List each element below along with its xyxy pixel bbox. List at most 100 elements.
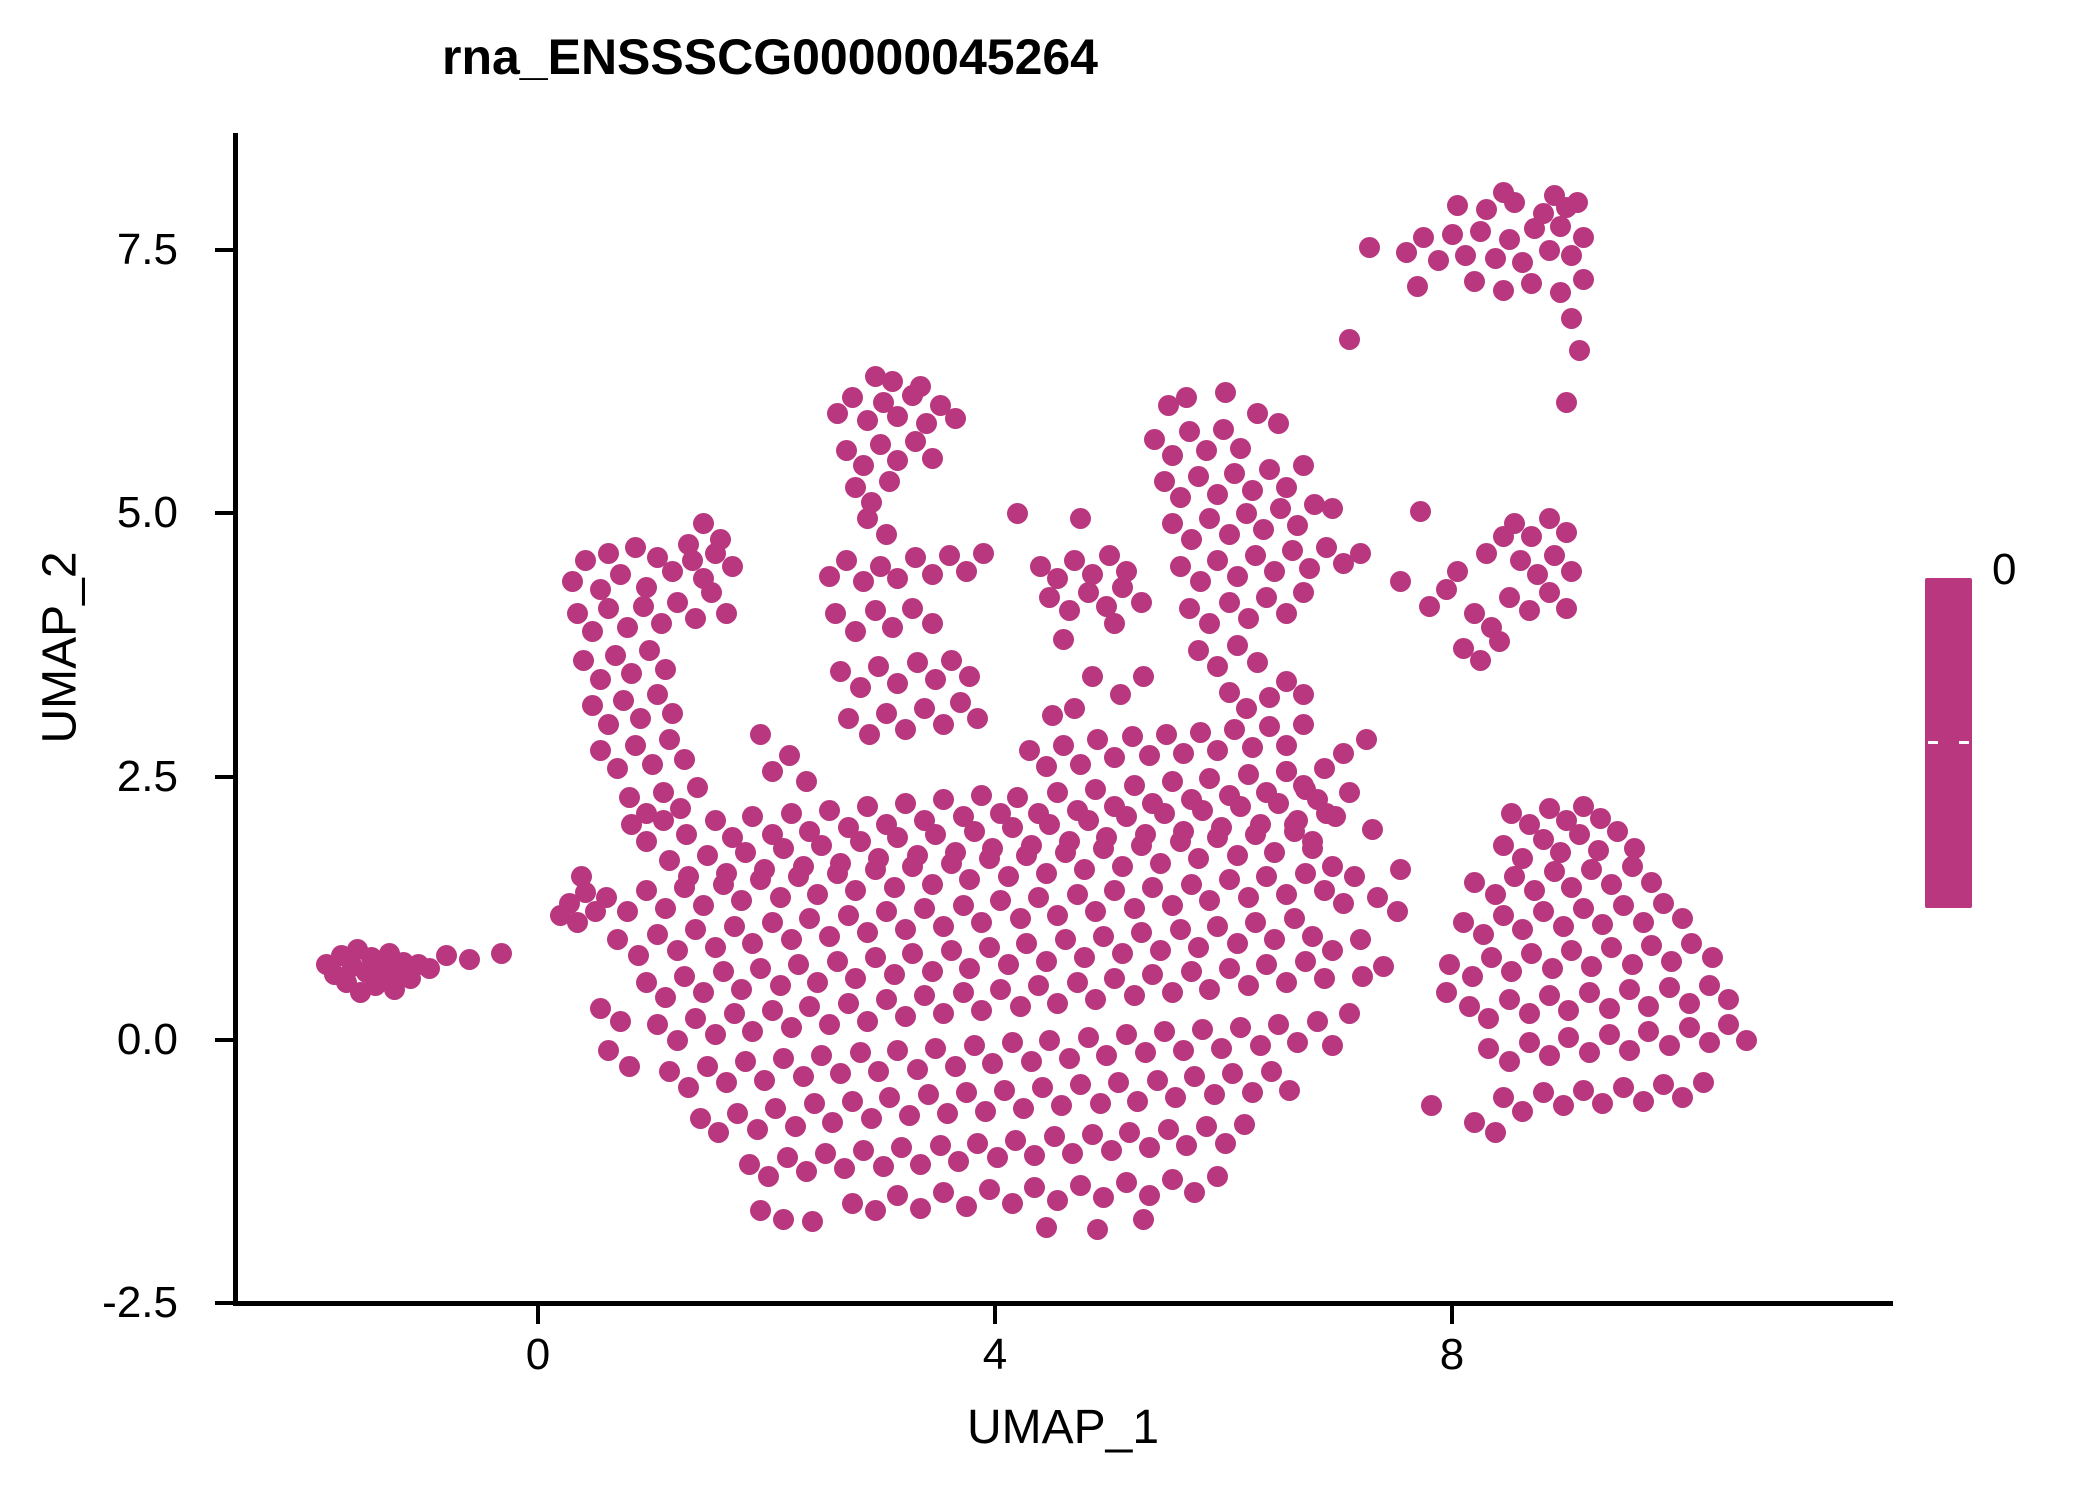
scatter-point xyxy=(1283,908,1305,930)
scatter-point xyxy=(1270,497,1292,519)
scatter-point xyxy=(1572,226,1594,248)
scatter-point xyxy=(1093,1187,1115,1209)
x-tick-label: 4 xyxy=(982,1330,1008,1379)
scatter-point xyxy=(1633,1090,1655,1112)
scatter-point xyxy=(1178,597,1200,619)
scatter-point xyxy=(845,620,867,642)
scatter-point xyxy=(598,542,620,564)
scatter-point xyxy=(1192,799,1214,821)
scatter-point xyxy=(655,987,677,1009)
scatter-point xyxy=(742,806,764,828)
scatter-point xyxy=(1550,216,1572,238)
scatter-point xyxy=(795,1161,817,1183)
scatter-point xyxy=(1532,829,1554,851)
scatter-point xyxy=(1055,842,1077,863)
scatter-point xyxy=(1096,1045,1118,1067)
scatter-point xyxy=(1464,871,1486,893)
scatter-point xyxy=(636,879,658,901)
scatter-point xyxy=(567,602,589,624)
scatter-point xyxy=(758,1166,780,1188)
scatter-point xyxy=(921,563,943,585)
scatter-point xyxy=(906,652,928,674)
scatter-point xyxy=(856,795,878,817)
scatter-point xyxy=(1412,226,1434,248)
scatter-point xyxy=(693,513,715,535)
scatter-point xyxy=(712,873,734,895)
scatter-point xyxy=(1332,743,1354,764)
scatter-point xyxy=(761,760,783,782)
scatter-point xyxy=(1024,1145,1046,1167)
scatter-point xyxy=(1158,1119,1180,1141)
scatter-point xyxy=(1447,195,1469,217)
scatter-point xyxy=(1521,943,1543,965)
scatter-point xyxy=(750,1200,772,1222)
x-axis-line xyxy=(233,1301,1893,1306)
y-tick-label: 0.0 xyxy=(116,1015,178,1064)
scatter-point xyxy=(1572,269,1594,291)
scatter-point xyxy=(1572,897,1594,919)
scatter-point xyxy=(1085,900,1107,922)
scatter-point xyxy=(1070,1073,1092,1095)
scatter-point xyxy=(1660,950,1682,972)
scatter-point xyxy=(383,978,405,1000)
scatter-point xyxy=(1112,943,1134,965)
scatter-point xyxy=(883,876,905,898)
scatter-point xyxy=(753,1069,775,1091)
legend-colorbar[interactable] xyxy=(1925,578,1972,908)
scatter-point xyxy=(1264,560,1286,582)
scatter-point xyxy=(662,560,684,582)
scatter-point xyxy=(1590,808,1612,830)
scatter-point xyxy=(864,947,886,969)
scatter-point xyxy=(1492,526,1514,548)
scatter-point xyxy=(1047,568,1069,590)
scatter-point xyxy=(1021,1050,1043,1072)
scatter-point xyxy=(655,897,677,919)
scatter-point xyxy=(883,964,905,986)
scatter-point xyxy=(1618,978,1640,1000)
scatter-point xyxy=(1484,884,1506,906)
scatter-point xyxy=(1050,1094,1072,1116)
scatter-point xyxy=(1085,989,1107,1011)
scatter-point xyxy=(944,1055,966,1077)
x-tick-label: 8 xyxy=(1439,1330,1465,1379)
scatter-point xyxy=(1195,1115,1217,1137)
scatter-point xyxy=(1553,1094,1575,1116)
scatter-point xyxy=(647,547,669,569)
scatter-point xyxy=(1264,842,1286,863)
scatter-point xyxy=(1473,924,1495,946)
scatter-point xyxy=(1519,1003,1541,1025)
scatter-point xyxy=(1001,1031,1023,1053)
scatter-point xyxy=(490,943,512,965)
scatter-point xyxy=(1123,774,1145,796)
scatter-point xyxy=(1207,827,1229,849)
scatter-point xyxy=(598,1040,620,1062)
scatter-point xyxy=(1064,550,1086,572)
scatter-point xyxy=(1275,671,1297,693)
scatter-point xyxy=(1241,1082,1263,1104)
scatter-point xyxy=(1121,726,1143,748)
scatter-point xyxy=(1519,1031,1541,1053)
scatter-point xyxy=(1367,887,1389,909)
scatter-point xyxy=(875,702,897,724)
scatter-point xyxy=(1115,1024,1137,1046)
scatter-point xyxy=(818,1013,840,1035)
scatter-point xyxy=(1187,465,1209,487)
scatter-point xyxy=(1215,381,1237,403)
scatter-point xyxy=(1572,1080,1594,1102)
scatter-point xyxy=(1252,518,1274,540)
scatter-point xyxy=(887,1185,909,1207)
scatter-point xyxy=(955,1082,977,1104)
scatter-point xyxy=(1190,721,1212,743)
x-axis-title: UMAP_1 xyxy=(966,1401,1160,1454)
scatter-point xyxy=(1155,724,1177,746)
scatter-point xyxy=(1260,1061,1282,1083)
scatter-point xyxy=(1226,566,1248,588)
scatter-point xyxy=(1238,974,1260,996)
scatter-point xyxy=(1235,697,1257,719)
scatter-plot-area[interactable] xyxy=(238,133,1888,1305)
scatter-point xyxy=(1612,1076,1634,1098)
scatter-point xyxy=(902,943,924,965)
scatter-point xyxy=(678,1076,700,1098)
scatter-point xyxy=(1287,1031,1309,1053)
scatter-point xyxy=(810,834,832,856)
